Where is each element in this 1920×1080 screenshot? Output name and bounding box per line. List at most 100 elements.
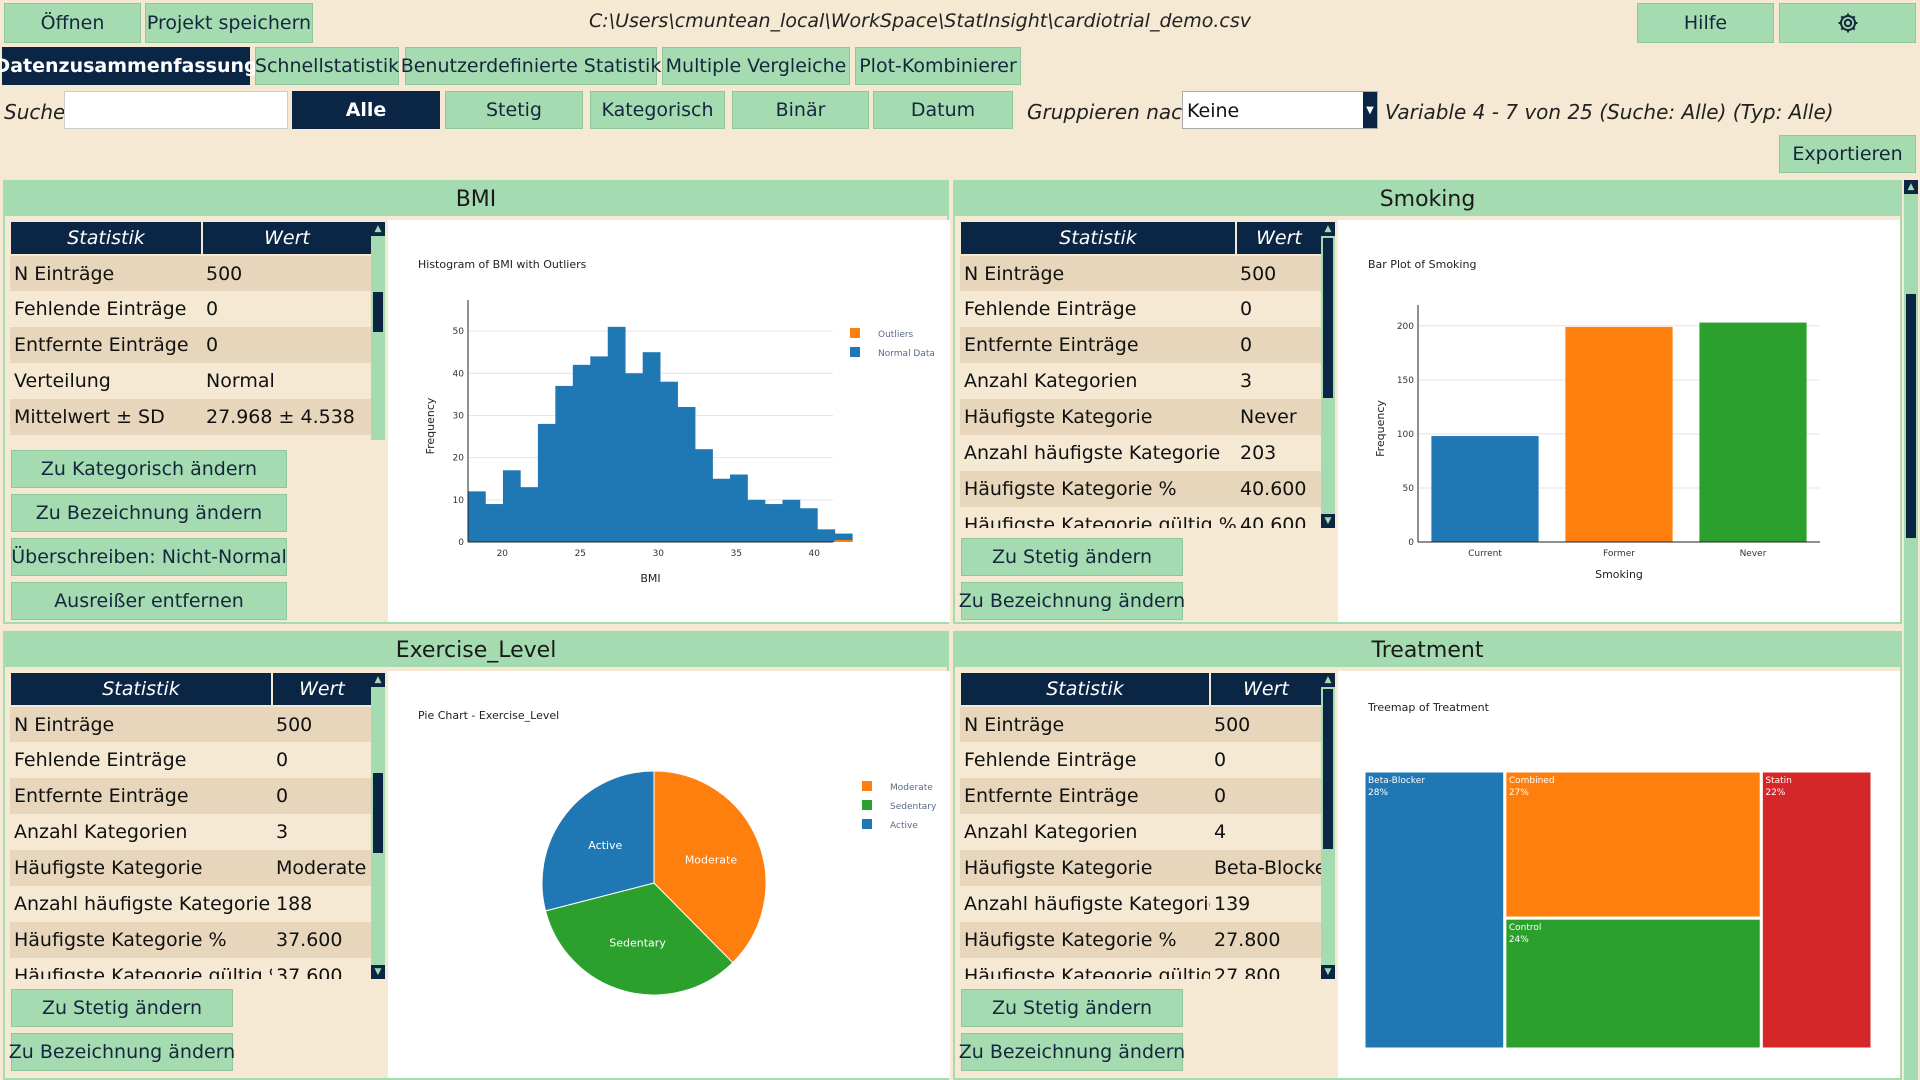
- histogram-bar: [572, 364, 591, 542]
- stats-table-viewport: Statistik Wert N Einträge 500 Fehlende Ein…: [959, 671, 1321, 979]
- stats-scrollbar-thumb[interactable]: [373, 773, 383, 853]
- x-tick-label: Former: [1603, 549, 1635, 559]
- remove-outliers-button[interactable]: Ausreißer entfernen: [11, 582, 287, 620]
- stats-scrollbar-thumb[interactable]: [373, 292, 383, 332]
- stats-scrollbar-thumb[interactable]: [1323, 238, 1333, 398]
- table-row: N Einträge 500: [10, 255, 372, 291]
- search-label: Suche:: [4, 100, 73, 124]
- table-row: Entfernte Einträge 0: [10, 778, 371, 814]
- to-continuous-button[interactable]: Zu Stetig ändern: [961, 989, 1183, 1027]
- x-tick-label: 25: [575, 549, 586, 559]
- to-continuous-button[interactable]: Zu Stetig ändern: [11, 989, 233, 1027]
- export-button[interactable]: Exportieren: [1779, 135, 1916, 173]
- x-tick-label: 40: [809, 549, 821, 559]
- histogram-bar: [834, 540, 853, 542]
- main-scrollbar-thumb[interactable]: [1906, 294, 1916, 538]
- panel-title: Treatment: [955, 633, 1900, 667]
- to-label-button[interactable]: Zu Bezeichnung ändern: [959, 582, 1185, 620]
- histogram-bar: [817, 529, 836, 542]
- histogram-bar: [485, 504, 504, 542]
- type-filter-binaer[interactable]: Binär: [732, 91, 869, 129]
- settings-button[interactable]: [1779, 3, 1916, 43]
- histogram-bar: [747, 499, 766, 542]
- scroll-up-icon[interactable]: ▲: [1321, 222, 1335, 236]
- legend-swatch: [862, 819, 872, 829]
- table-row: N Einträge 500: [960, 706, 1321, 742]
- search-input[interactable]: [64, 91, 288, 129]
- chart-title: Pie Chart - Exercise_Level: [418, 709, 559, 722]
- y-tick-label: 50: [1403, 484, 1415, 494]
- tab-benutzerdefinierte-statistik[interactable]: Benutzerdefinierte Statistik: [401, 47, 661, 85]
- table-row: Entfernte Einträge 0: [960, 778, 1321, 814]
- pie-slice: [544, 882, 734, 996]
- scroll-down-icon[interactable]: ▼: [1321, 965, 1335, 979]
- to-label-button[interactable]: Zu Bezeichnung ändern: [959, 1033, 1185, 1071]
- to-label-button[interactable]: Zu Bezeichnung ändern: [11, 494, 287, 532]
- x-tick-label: 30: [653, 549, 665, 559]
- scroll-up-icon[interactable]: ▲: [1904, 180, 1918, 194]
- stats-scrollbar[interactable]: ▲: [371, 222, 385, 440]
- header-wert: Wert: [271, 671, 371, 707]
- main-scrollbar[interactable]: ▲: [1904, 180, 1918, 1080]
- chart-title: Histogram of BMI with Outliers: [418, 258, 587, 271]
- tab-schnellstatistik[interactable]: Schnellstatistik: [255, 47, 399, 85]
- y-tick-label: 0: [458, 538, 464, 548]
- table-row: Fehlende Einträge 0: [10, 742, 371, 778]
- legend-swatch: [850, 328, 860, 338]
- y-tick-label: 40: [453, 369, 465, 379]
- open-button[interactable]: Öffnen: [4, 3, 141, 43]
- type-filter-kategorisch[interactable]: Kategorisch: [590, 91, 725, 129]
- tile-label: Beta-Blocker: [1368, 776, 1425, 786]
- x-tick-label: 20: [497, 549, 509, 559]
- to-categorical-button[interactable]: Zu Kategorisch ändern: [11, 450, 287, 488]
- header-statistik: Statistik: [959, 671, 1211, 707]
- stats-table: Statistik Wert N Einträge 500 Fehlende Ein…: [9, 220, 373, 435]
- y-tick-label: 150: [1397, 376, 1414, 386]
- scroll-down-icon[interactable]: ▼: [1321, 514, 1335, 528]
- chevron-down-icon[interactable]: ▼: [1363, 92, 1377, 128]
- histogram-bar: [502, 470, 521, 542]
- stats-scrollbar[interactable]: ▲ ▼: [1321, 673, 1335, 979]
- tab-datenzusammenfassung[interactable]: Datenzusammenfassung: [0, 47, 258, 85]
- slice-label: Active: [588, 839, 622, 852]
- tile-percent: 24%: [1509, 935, 1529, 945]
- tab-plot-kombinierer[interactable]: Plot-Kombinierer: [855, 47, 1021, 85]
- scroll-up-icon[interactable]: ▲: [371, 222, 385, 236]
- scroll-up-icon[interactable]: ▲: [371, 673, 385, 687]
- table-row: Häufigste Kategorie gültig % 40.600: [960, 507, 1321, 528]
- stats-scrollbar-thumb[interactable]: [1323, 689, 1333, 849]
- to-continuous-button[interactable]: Zu Stetig ändern: [961, 538, 1183, 576]
- bar: [1431, 436, 1539, 542]
- group-by-select[interactable]: Keine ▼: [1182, 91, 1378, 129]
- pie-slice: [541, 770, 655, 912]
- scroll-up-icon[interactable]: ▲: [1321, 673, 1335, 687]
- histogram-bar: [468, 491, 486, 542]
- table-row: N Einträge 500: [10, 706, 371, 742]
- histogram-bar: [782, 499, 801, 542]
- stats-scrollbar[interactable]: ▲ ▼: [371, 673, 385, 979]
- y-axis-label: Frequency: [1374, 400, 1387, 457]
- scroll-down-icon[interactable]: ▼: [371, 965, 385, 979]
- panel-smoking: Smoking Statistik Wert N Einträge 500 Fehl…: [953, 180, 1902, 624]
- type-filter-stetig[interactable]: Stetig: [445, 91, 583, 129]
- stats-table: Statistik Wert N Einträge 500 Fehlende Ein…: [959, 220, 1321, 528]
- chart-title: Bar Plot of Smoking: [1368, 258, 1476, 271]
- table-row: Mittelwert ± SD 27.968 ± 4.538: [10, 399, 372, 435]
- type-filter-datum[interactable]: Datum: [873, 91, 1013, 129]
- override-non-normal-button[interactable]: Überschreiben: Nicht-Normal: [11, 538, 287, 576]
- table-row: Häufigste Kategorie % 37.600: [10, 922, 371, 958]
- to-label-button[interactable]: Zu Bezeichnung ändern: [9, 1033, 235, 1071]
- stats-scrollbar[interactable]: ▲ ▼: [1321, 222, 1335, 528]
- stats-table: Statistik Wert N Einträge 500 Fehlende Ein…: [959, 671, 1321, 979]
- save-project-button[interactable]: Projekt speichern: [145, 3, 313, 43]
- tab-multiple-vergleiche[interactable]: Multiple Vergleiche: [662, 47, 850, 85]
- header-statistik: Statistik: [959, 220, 1237, 256]
- type-filter-alle[interactable]: Alle: [292, 91, 440, 129]
- treemap-tile: [1503, 769, 1763, 920]
- histogram-bar: [590, 356, 609, 542]
- histogram-bar: [712, 478, 731, 542]
- bar: [1699, 322, 1807, 542]
- slice-label: Sedentary: [609, 936, 666, 949]
- help-button[interactable]: Hilfe: [1637, 3, 1774, 43]
